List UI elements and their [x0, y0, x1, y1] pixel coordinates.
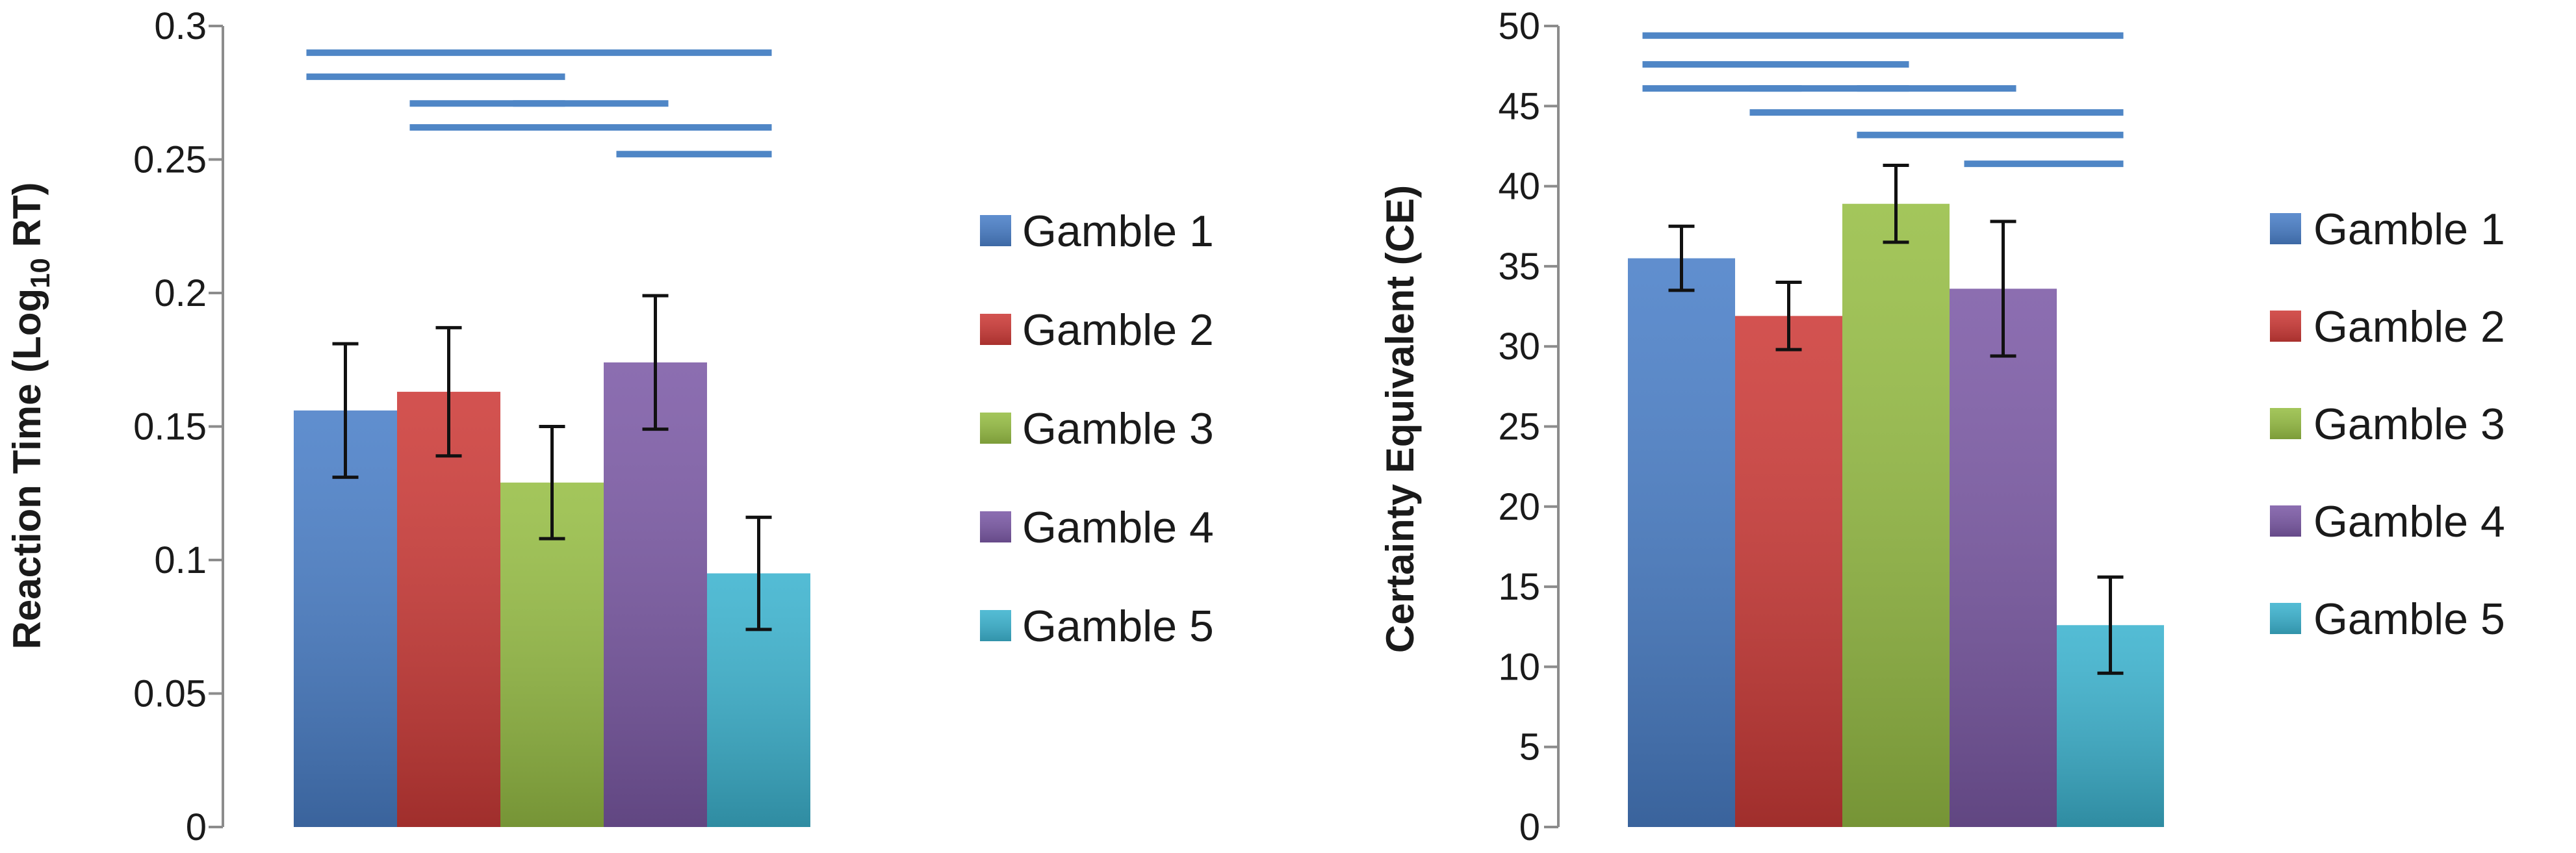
- ce-y-tick-label: 50: [1498, 5, 1540, 47]
- ce-y-tick-label: 0: [1519, 806, 1540, 848]
- rt-error-bars: [332, 294, 772, 631]
- ce-y-tick-label: 25: [1498, 406, 1540, 448]
- rt-legend-swatch-shade: [980, 413, 1011, 444]
- rt-legend-label-gamble-4: Gamble 4: [1022, 503, 1214, 552]
- rt-y-tick-label: 0.3: [154, 5, 207, 47]
- ce-legend-label-gamble-4: Gamble 4: [2313, 497, 2505, 546]
- ce-y-tick-label: 5: [1519, 726, 1540, 769]
- ce-significance-lines: [1642, 32, 2124, 168]
- ce-legend-swatch-shade: [2270, 213, 2301, 244]
- ce-y-tick-label: 20: [1498, 486, 1540, 528]
- ce-legend-label-gamble-2: Gamble 2: [2313, 302, 2505, 351]
- rt-y-axis-title-subscript: 10: [25, 258, 55, 288]
- rt-legend-swatch-shade: [980, 511, 1011, 542]
- ce-legend-label-gamble-1: Gamble 1: [2313, 205, 2505, 254]
- rt-y-tick-label: 0: [186, 806, 207, 848]
- rt-y-tick-label: 0.15: [133, 406, 207, 448]
- ce-y-axis-title: Certainty Equivalent (CE): [1378, 185, 1422, 653]
- rt-y-tick-label: 0.05: [133, 673, 207, 715]
- rt-bar-shade-gamble-2: [397, 392, 500, 827]
- rt-legend: Gamble 1 Gamble 2 Gamble 3 Gamble 4 Gamble 5: [980, 207, 1214, 651]
- ce-error-bars: [1668, 164, 2124, 675]
- ce-legend: Gamble 1 Gamble 2 Gamble 3 Gamble 4 Gamble 5: [2270, 205, 2505, 644]
- ce-bar-shade-gamble-4: [1950, 288, 2057, 827]
- rt-legend-label-gamble-2: Gamble 2: [1022, 305, 1214, 355]
- rt-y-tick-label: 0.1: [154, 539, 207, 581]
- ce-legend-swatch-shade: [2270, 408, 2301, 439]
- ce-bar-shade-gamble-1: [1628, 258, 1735, 827]
- ce-y-tick-label: 30: [1498, 325, 1540, 368]
- ce-legend-swatch-shade: [2270, 505, 2301, 537]
- rt-bars: [294, 362, 810, 827]
- rt-y-axis-title: Reaction Time (Log10 RT): [5, 183, 55, 650]
- ce-bars: [1628, 203, 2164, 827]
- ce-ticks: 0 5 10 15 20 25 30 35 40 45 50: [1498, 5, 1560, 848]
- rt-significance-lines: [306, 49, 772, 158]
- rt-chart: Reaction Time (Log10 RT) 0 0.05 0.1 0.15 0.2…: [5, 5, 1214, 848]
- rt-y-axis-title-tail: RT): [5, 183, 49, 259]
- rt-y-tick-label: 0.25: [133, 139, 207, 181]
- ce-y-tick-label: 40: [1498, 166, 1540, 208]
- ce-y-tick-label: 45: [1498, 85, 1540, 127]
- ce-y-tick-label: 15: [1498, 566, 1540, 608]
- ce-legend-swatch-shade: [2270, 311, 2301, 342]
- rt-y-tick-label: 0.2: [154, 272, 207, 314]
- rt-ticks: 0 0.05 0.1 0.15 0.2 0.25 0.3: [133, 5, 224, 848]
- rt-legend-swatch-shade: [980, 314, 1011, 345]
- rt-bar-shade-gamble-4: [604, 362, 707, 827]
- ce-y-tick-label: 35: [1498, 246, 1540, 288]
- ce-legend-label-gamble-3: Gamble 3: [2313, 400, 2505, 449]
- ce-bar-shade-gamble-3: [1842, 203, 1950, 827]
- rt-y-axis-title-main: Reaction Time (Log: [5, 288, 49, 650]
- rt-legend-label-gamble-3: Gamble 3: [1022, 404, 1214, 453]
- rt-legend-label-gamble-1: Gamble 1: [1022, 207, 1214, 256]
- ce-bar-shade-gamble-2: [1735, 316, 1842, 827]
- ce-legend-label-gamble-5: Gamble 5: [2313, 594, 2505, 644]
- rt-legend-swatch-shade: [980, 610, 1011, 641]
- ce-y-tick-label: 10: [1498, 646, 1540, 688]
- rt-bar-shade-gamble-1: [294, 410, 397, 827]
- ce-chart: Certainty Equivalent (CE) 0 5 10 15 20 25 30 35…: [1378, 5, 2505, 848]
- rt-legend-label-gamble-5: Gamble 5: [1022, 602, 1214, 651]
- rt-legend-swatch-shade: [980, 215, 1011, 246]
- ce-legend-swatch-shade: [2270, 603, 2301, 634]
